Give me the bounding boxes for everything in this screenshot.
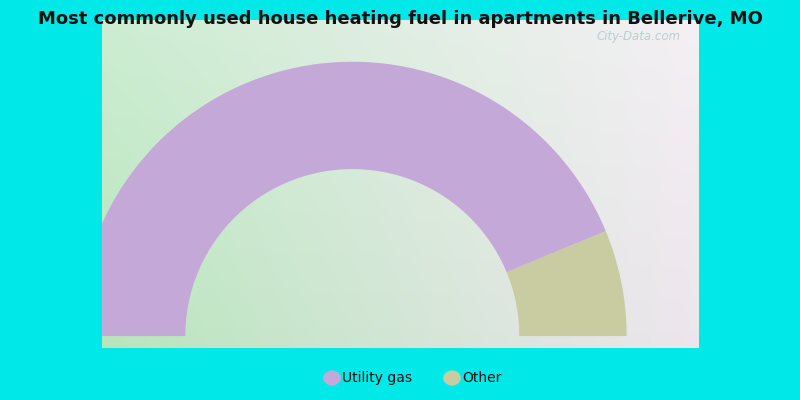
Text: City-Data.com: City-Data.com [596, 30, 680, 43]
Polygon shape [506, 231, 626, 336]
Text: Most commonly used house heating fuel in apartments in Bellerive, MO: Most commonly used house heating fuel in… [38, 10, 762, 28]
Polygon shape [78, 62, 606, 336]
Text: Utility gas: Utility gas [342, 371, 413, 385]
Text: Other: Other [462, 371, 502, 385]
